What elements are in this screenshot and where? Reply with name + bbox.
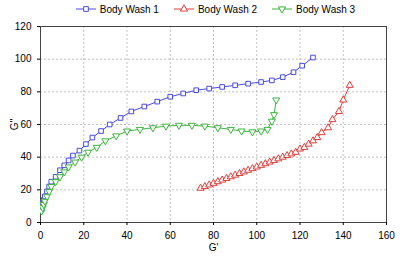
- html-text:Body Wash 1: Body Wash 1: [99, 3, 159, 15]
- svg-text:80: 80: [20, 86, 32, 97]
- svg-text:0: 0: [38, 230, 44, 241]
- svg-text:100: 100: [248, 230, 265, 241]
- html-text:Body Wash 2: Body Wash 2: [197, 3, 257, 15]
- svg-text:60: 60: [20, 119, 32, 130]
- svg-text:G'': G'': [9, 119, 20, 131]
- svg-text:40: 40: [121, 230, 133, 241]
- svg-text:80: 80: [208, 230, 220, 241]
- svg-text:20: 20: [78, 230, 90, 241]
- svg-text:40: 40: [20, 151, 32, 162]
- svg-text:60: 60: [165, 230, 177, 241]
- svg-text:100: 100: [15, 53, 32, 64]
- svg-text:120: 120: [292, 230, 309, 241]
- svg-text:20: 20: [20, 184, 32, 195]
- html-text:Body Wash 3: Body Wash 3: [296, 3, 356, 15]
- svg-text:0: 0: [26, 217, 32, 228]
- svg-text:160: 160: [378, 230, 395, 241]
- svg-text:140: 140: [335, 230, 352, 241]
- svg-text:120: 120: [15, 21, 32, 32]
- svg-text:G': G': [209, 242, 219, 253]
